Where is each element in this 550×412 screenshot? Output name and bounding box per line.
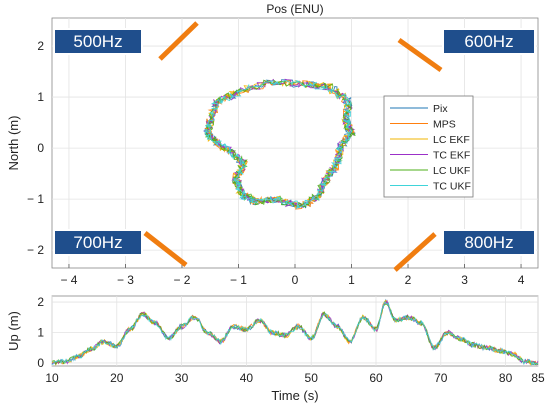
- marker-800hz: [393, 232, 437, 272]
- legend-label: TC EKF: [433, 150, 470, 162]
- up-plot: 10 20 30 40 50 60 70 80 85 210 Up (m) Time (s): [6, 295, 545, 403]
- badge-600hz: 600Hz: [442, 28, 536, 55]
- legend-label: MPS: [433, 119, 456, 131]
- position-x-tick-label: 1: [348, 273, 355, 287]
- position-x-tick-label: − 4: [60, 273, 77, 287]
- marker-700hz: [143, 231, 188, 267]
- position-y-ticks: 2 1 0 − 1 − 2: [27, 39, 44, 257]
- up-y-tick-label: 2: [37, 295, 44, 309]
- up-x-label: Time (s): [271, 388, 318, 403]
- up-x-tick-label: 50: [305, 371, 319, 385]
- up-plot-area: [51, 295, 539, 367]
- position-x-tick-label: 2: [405, 273, 412, 287]
- up-series: [51, 298, 539, 366]
- up-x-tick-label: 20: [110, 371, 124, 385]
- up-x-tick-label: 60: [369, 371, 383, 385]
- position-y-tick-label: − 2: [27, 243, 44, 257]
- position-x-ticks: − 4 − 3 − 2 − 1 0 1 2 3 4: [60, 264, 525, 287]
- legend: Pix MPS LC EKF TC EKF LC UKF TC UKF: [383, 95, 474, 198]
- up-grid: [51, 296, 539, 366]
- position-x-tick-label: − 1: [230, 273, 247, 287]
- position-x-tick-label: − 3: [117, 273, 134, 287]
- badge-700hz: 700Hz: [53, 229, 143, 256]
- badge-500hz: 500Hz: [53, 28, 143, 55]
- marker-600hz: [397, 37, 443, 73]
- legend-label: LC UKF: [433, 165, 470, 177]
- position-x-tick-label: 3: [461, 273, 468, 287]
- position-y-tick-label: 1: [37, 90, 44, 104]
- legend-label: TC UKF: [433, 181, 471, 193]
- up-x-tick-label: 70: [434, 371, 448, 385]
- position-y-label: North (m): [6, 116, 21, 171]
- position-title: Pos (ENU): [266, 2, 323, 16]
- up-x-ticks: 10 20 30 40 50 60 70 80 85: [45, 371, 545, 385]
- position-y-tick-label: − 1: [27, 192, 44, 206]
- position-x-tick-label: 0: [292, 273, 299, 287]
- frequency-markers: [143, 21, 443, 272]
- up-x-tick-label: 85: [531, 371, 545, 385]
- up-x-tick-label: 40: [240, 371, 254, 385]
- trajectory-tc-ukf: [204, 79, 353, 210]
- legend-label: LC EKF: [433, 134, 470, 146]
- legend-label: Pix: [433, 103, 448, 115]
- up-y-tick-label: 1: [37, 326, 44, 340]
- up-y-ticks: 2 1 0: [37, 295, 44, 370]
- badge-800hz: 800Hz: [442, 229, 536, 256]
- position-y-tick-label: 0: [37, 141, 44, 155]
- up-x-tick-label: 10: [45, 371, 59, 385]
- up-x-tick-label: 80: [499, 371, 513, 385]
- up-tc-ukf: [51, 301, 539, 366]
- legend-box: [383, 95, 474, 198]
- up-lc-ukf: [51, 303, 539, 366]
- position-trajectories: [203, 78, 356, 210]
- up-y-label: Up (m): [6, 311, 21, 351]
- position-x-tick-label: 4: [518, 273, 525, 287]
- position-y-tick-label: 2: [37, 39, 44, 53]
- up-y-tick-label: 0: [37, 356, 44, 370]
- up-x-tick-label: 30: [175, 371, 189, 385]
- position-x-tick-label: − 2: [173, 273, 190, 287]
- marker-500hz: [158, 21, 199, 61]
